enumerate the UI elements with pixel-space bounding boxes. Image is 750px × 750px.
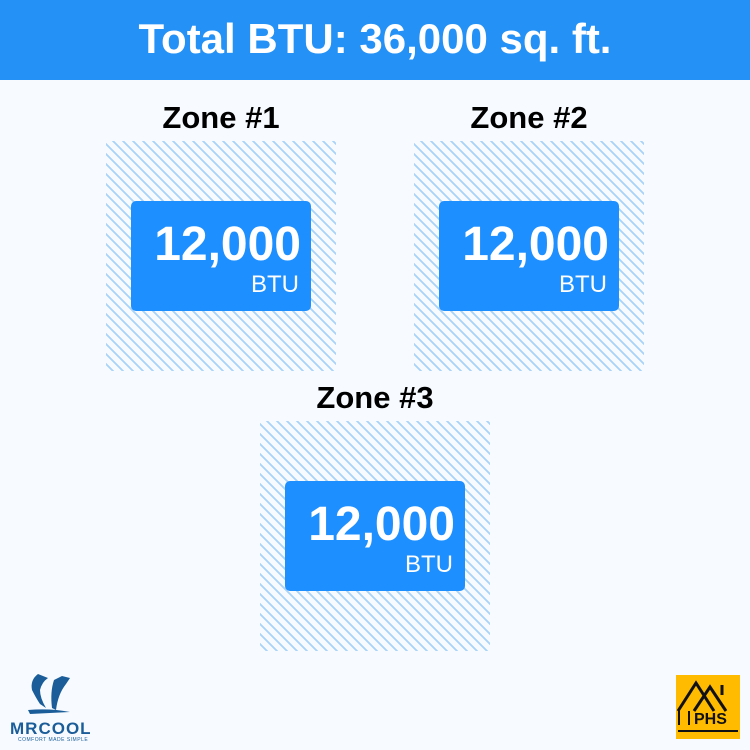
house-icon [676,680,738,732]
zone-2-unit: BTU [559,271,607,298]
zone-3-value: 12,000 [308,498,455,551]
zone-3-btu-card: 12,000 BTU [285,481,465,591]
mrcool-logo: MRCOOL COMFORT MADE SIMPLE [10,668,110,743]
polar-bear-icon [28,674,70,714]
zone-1-title: Zone #1 [162,100,280,135]
zone-3-area: 12,000 BTU [260,421,490,651]
zone-1-btu-card: 12,000 BTU [131,201,311,311]
zone-1-value: 12,000 [154,218,301,271]
zone-2-btu-card: 12,000 BTU [439,201,619,311]
zone-2-value: 12,000 [462,218,609,271]
zone-2-area: 12,000 BTU [414,141,644,371]
page-title: Total BTU: 36,000 sq. ft. [0,0,750,80]
zone-1-unit: BTU [251,271,299,298]
phs-wordmark: PHS [694,711,727,728]
zone-2-title: Zone #2 [470,100,588,135]
zone-3-title: Zone #3 [316,380,434,415]
phs-logo: PHS [676,675,740,739]
zone-1-area: 12,000 BTU [106,141,336,371]
mrcool-tagline: COMFORT MADE SIMPLE [18,737,89,743]
zone-3-unit: BTU [405,551,453,578]
mrcool-wordmark: MRCOOL [10,719,92,738]
